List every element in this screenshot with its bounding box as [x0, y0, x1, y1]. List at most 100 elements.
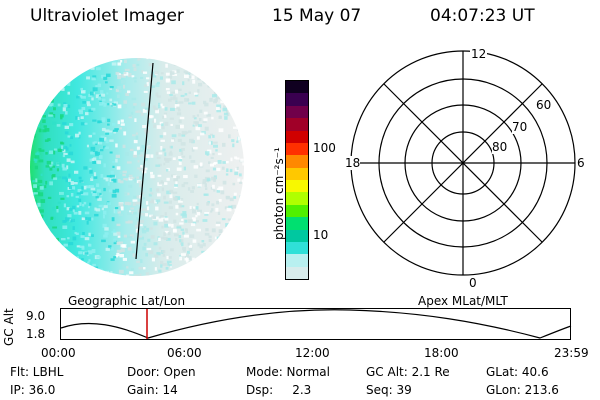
- geographic-label: Geographic Lat/Lon: [68, 294, 186, 308]
- speckle-dot: [34, 74, 37, 78]
- speckle-dot: [206, 178, 211, 182]
- speckle-dot: [160, 215, 164, 218]
- speckle-dot: [55, 240, 58, 243]
- speckle-dot: [242, 161, 244, 166]
- speckle-dot: [153, 254, 159, 258]
- tick-2359: 23:59: [554, 346, 589, 360]
- speckle-dot: [185, 259, 189, 263]
- speckle-dot: [49, 150, 54, 155]
- speckle-dot: [170, 96, 173, 100]
- door-info: Door: Open: [127, 365, 196, 379]
- speckle-dot: [226, 85, 229, 89]
- speckle-dot: [192, 209, 196, 214]
- speckle-dot: [91, 97, 94, 101]
- speckle-dot: [150, 235, 155, 239]
- speckle-dot: [36, 101, 40, 105]
- speckle-dot: [206, 113, 211, 117]
- speckle-dot: [216, 236, 221, 240]
- speckle-dot: [168, 273, 172, 276]
- speckle-dot: [35, 199, 37, 203]
- speckle-dot: [227, 104, 232, 108]
- speckle-dot: [47, 98, 51, 101]
- speckle-dot: [133, 277, 136, 278]
- speckle-dot: [187, 242, 190, 246]
- speckle-dot: [174, 197, 178, 201]
- speckle-dot: [95, 208, 101, 212]
- speckle-dot: [61, 277, 64, 278]
- speckle-dot: [172, 157, 176, 160]
- speckle-dot: [216, 106, 220, 110]
- speckle-dot: [155, 109, 159, 114]
- speckle-dot: [233, 232, 237, 235]
- speckle-dot: [84, 268, 87, 272]
- speckle-dot: [122, 144, 126, 149]
- speckle-dot: [68, 178, 72, 182]
- speckle-dot: [162, 148, 166, 152]
- colorbar: [285, 80, 309, 280]
- speckle-dot: [94, 141, 97, 144]
- speckle-dot: [47, 210, 50, 214]
- app-title: Ultraviolet Imager: [30, 6, 184, 26]
- speckle-dot: [185, 58, 191, 60]
- tick-1800: 18:00: [424, 346, 459, 360]
- speckle-dot: [60, 70, 65, 74]
- speckle-dot: [165, 266, 169, 270]
- speckle-dot: [91, 77, 96, 81]
- speckle-dot: [229, 63, 234, 67]
- speckle-dot: [188, 91, 191, 94]
- speckle-dot: [50, 98, 54, 103]
- speckle-dot: [63, 203, 66, 208]
- speckle-dot: [34, 113, 38, 117]
- speckle-dot: [131, 97, 137, 101]
- speckle-dot: [115, 154, 120, 158]
- speckle-dot: [83, 185, 87, 190]
- speckle-dot: [123, 84, 126, 89]
- speckle-dot: [99, 137, 105, 142]
- speckle-dot: [59, 271, 64, 276]
- speckle-dot: [228, 134, 231, 139]
- speckle-dot: [128, 184, 133, 188]
- speckle-dot: [57, 148, 62, 152]
- speckle-dot: [178, 133, 181, 137]
- colorbar-segment: [286, 93, 308, 106]
- speckle-dot: [172, 191, 178, 194]
- speckle-dot: [52, 226, 57, 229]
- flt-info: Flt: LBHL: [10, 365, 64, 379]
- speckle-dot: [152, 105, 156, 109]
- speckle-dot: [212, 134, 215, 138]
- speckle-dot: [229, 235, 233, 239]
- speckle-dot: [229, 197, 234, 202]
- speckle-dot: [211, 228, 216, 233]
- speckle-dot: [179, 116, 185, 120]
- speckle-dot: [234, 268, 237, 271]
- speckle-dot: [230, 276, 232, 278]
- speckle-dot: [133, 139, 138, 144]
- speckle-dot: [210, 163, 214, 167]
- speckle-dot: [103, 234, 108, 238]
- speckle-dot: [216, 265, 219, 268]
- speckle-dot: [105, 58, 109, 62]
- speckle-dot: [52, 238, 55, 242]
- speckle-dot: [222, 180, 227, 185]
- speckle-dot: [88, 109, 93, 112]
- speckle-dot: [41, 87, 45, 91]
- speckle-dot: [143, 225, 147, 230]
- speckle-dot: [46, 66, 50, 70]
- speckle-dot: [135, 135, 139, 140]
- speckle-dot: [42, 254, 47, 258]
- speckle-dot: [43, 102, 47, 105]
- speckle-dot: [210, 156, 214, 159]
- speckle-dot: [109, 151, 113, 154]
- speckle-dot: [139, 273, 142, 276]
- speckle-dot: [119, 180, 124, 184]
- speckle-dot: [177, 88, 182, 91]
- speckle-dot: [158, 237, 161, 241]
- speckle-dot: [107, 123, 110, 126]
- speckle-dot: [199, 244, 203, 249]
- speckle-dot: [61, 176, 67, 180]
- speckle-dot: [87, 250, 93, 255]
- speckle-dot: [153, 124, 157, 128]
- speckle-dot: [136, 260, 141, 263]
- speckle-dot: [91, 158, 95, 161]
- speckle-dot: [241, 179, 244, 183]
